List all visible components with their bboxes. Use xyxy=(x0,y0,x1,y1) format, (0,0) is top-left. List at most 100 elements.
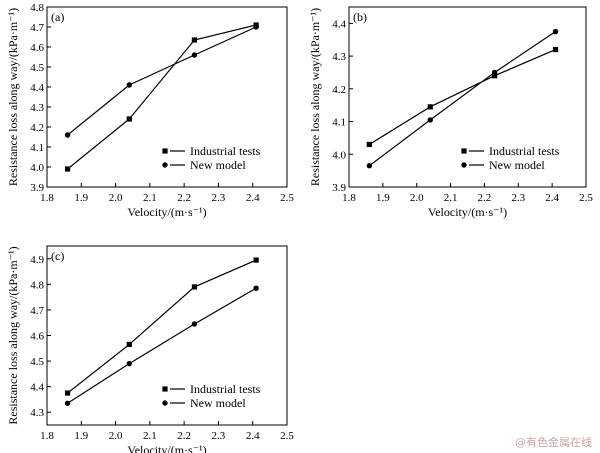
chart-3-x-tick-label: 2.1 xyxy=(143,430,157,442)
chart-3: 1.8 1.9 2.0 2.1 2.2 2.3 2.4 2.5 4.3 4.4 4.5 4.6 4.7 4… xyxy=(6,245,294,453)
chart-1-x-tick-label: 2.2 xyxy=(177,192,191,204)
chart-2-x-tick-label: 2.3 xyxy=(511,192,525,204)
chart-1-legend-label-1: Industrial tests xyxy=(190,144,261,158)
chart-3-plot-frame xyxy=(46,245,288,426)
chart-3-y-tick-label: 4.5 xyxy=(30,356,44,368)
chart-1-y-tick-label: 4.8 xyxy=(30,2,44,14)
chart-2-x-tick-label: 1.8 xyxy=(342,192,356,204)
chart-3-x-tick-label: 2.3 xyxy=(212,430,226,442)
chart-1-legend-marker-2 xyxy=(162,162,168,168)
chart-1-series-1-point xyxy=(64,166,71,172)
chart-2-panel-label: (b) xyxy=(353,10,367,24)
chart-1-x-tick-label: 1.8 xyxy=(40,192,54,204)
chart-3-legend-label-1: Industrial tests xyxy=(190,382,261,396)
chart-2-x-tick-label: 2.4 xyxy=(545,192,559,204)
chart-3-series-2-point xyxy=(126,360,132,367)
chart-1-y-tick-label: 4.5 xyxy=(30,62,44,74)
chart-2-y-tick-label: 4.0 xyxy=(332,149,346,161)
chart-1-panel-label: (a) xyxy=(51,10,64,24)
chart-1-x-tick-label: 2.4 xyxy=(246,192,260,204)
chart-2-y-tick-label: 4.2 xyxy=(332,84,346,96)
chart-1-legend-marker-1 xyxy=(162,148,168,154)
chart-1-series-1-point xyxy=(126,116,132,122)
chart-2-series-1-point xyxy=(427,104,433,110)
chart-2-y-tick-label: 4.4 xyxy=(332,18,346,30)
chart-2-legend-marker-2 xyxy=(461,162,467,168)
chart-1-series-2-point xyxy=(126,82,132,88)
chart-3-legend-marker-1 xyxy=(162,386,168,392)
watermark: @有色金属在线 xyxy=(515,435,592,449)
chart-1-series-1-line xyxy=(67,24,257,170)
chart-1-y-tick-label: 4.7 xyxy=(30,22,44,34)
chart-3-x-tick-label: 2.5 xyxy=(280,430,294,442)
chart-2-legend-label-1: Industrial tests xyxy=(489,144,560,158)
chart-3-x-tick-label: 2.0 xyxy=(109,430,123,442)
chart-1-x-axis-label: Velocity/(m·s⁻¹) xyxy=(127,205,206,219)
chart-3-x-tick-label: 2.2 xyxy=(177,430,191,442)
chart-1-x-tick-label: 2.1 xyxy=(143,192,157,204)
chart-1: 1.8 1.9 2.0 2.1 2.2 2.3 2.4 2.5 3.9 4.0 4.1 4.2 4.3 4… xyxy=(6,2,294,219)
chart-2-series-2-line xyxy=(368,31,556,167)
chart-3-x-tick-label: 1.9 xyxy=(74,430,88,442)
chart-2-x-tick-label: 2.2 xyxy=(478,192,492,204)
chart-2-x-axis-label: Velocity/(m·s⁻¹) xyxy=(428,205,507,219)
chart-2-series-1-line xyxy=(368,48,556,145)
chart-3-x-tick-label: 2.4 xyxy=(246,430,260,442)
chart-1-y-axis-label: Resistance loss along way/(kPa·m⁻¹) xyxy=(6,8,20,186)
chart-3-y-tick-label: 4.9 xyxy=(30,254,44,266)
chart-3-y-axis-label: Resistance loss along way/(kPa·m⁻¹) xyxy=(6,246,20,424)
chart-2-series-2-point xyxy=(491,69,498,76)
chart-1-y-tick-label: 3.9 xyxy=(30,182,44,194)
chart-2-series-2-point xyxy=(366,163,373,169)
chart-3-panel-label: (c) xyxy=(51,249,64,263)
chart-3-series-1-point xyxy=(64,390,71,396)
chart-2-y-tick-label: 3.9 xyxy=(332,182,346,194)
chart-3-series-1-point xyxy=(126,341,132,348)
chart-2-legend-marker-1 xyxy=(461,148,467,154)
chart-3-y-tick-label: 4.3 xyxy=(30,407,44,419)
chart-1-y-tick-label: 4.1 xyxy=(30,142,44,154)
chart-3-legend-label-2: New model xyxy=(190,396,246,410)
chart-2-y-tick-label: 4.3 xyxy=(332,51,346,63)
chart-2-x-tick-label: 1.9 xyxy=(376,192,390,204)
chart-2-series-1-point xyxy=(366,141,372,148)
chart-1-x-tick-label: 2.0 xyxy=(109,192,123,204)
chart-3-series-2-point xyxy=(191,321,198,327)
chart-2-series-1-point xyxy=(491,73,498,79)
chart-1-series-2-point xyxy=(253,24,259,30)
chart-2-series-2-point xyxy=(427,117,433,123)
chart-2-x-tick-label: 2.0 xyxy=(410,192,424,204)
chart-1-y-tick-label: 4.4 xyxy=(30,82,44,94)
chart-2-y-tick-label: 4.1 xyxy=(332,117,346,129)
chart-3-series-1-point xyxy=(253,257,259,263)
chart-1-y-tick-label: 4.2 xyxy=(30,122,44,134)
chart-3-series-2-line xyxy=(67,287,257,404)
chart-1-series-1-point xyxy=(191,37,198,43)
chart-2-x-tick-label: 2.5 xyxy=(579,192,593,204)
chart-1-plot-frame xyxy=(46,6,288,188)
chart-3-series-1-point xyxy=(191,284,198,290)
chart-1-series-2-point xyxy=(191,52,198,58)
chart-2-plot-frame xyxy=(348,6,587,188)
chart-3-series-2-point xyxy=(253,285,259,291)
chart-3-x-axis-label: Velocity/(m·s⁻¹) xyxy=(127,443,206,453)
chart-3-x-tick-label: 1.8 xyxy=(40,430,54,442)
chart-3-series-2-point xyxy=(64,400,71,406)
chart-1-legend-label-2: New model xyxy=(190,158,246,172)
chart-3-y-tick-label: 4.4 xyxy=(30,382,44,394)
chart-2-legend-label-2: New model xyxy=(489,158,545,172)
chart-3-legend-marker-2 xyxy=(162,400,168,406)
chart-1-y-tick-label: 4.6 xyxy=(30,42,44,54)
chart-3-y-tick-label: 4.6 xyxy=(30,331,44,343)
chart-1-series-2-line xyxy=(67,26,257,136)
chart-2-y-axis-label: Resistance loss along way/(kPa·m⁻¹) xyxy=(308,8,322,186)
chart-1-series-2-point xyxy=(64,132,71,138)
chart-1-x-tick-label: 2.5 xyxy=(280,192,294,204)
chart-1-y-tick-label: 4.0 xyxy=(30,162,44,174)
chart-2-series-1-point xyxy=(552,46,559,53)
chart-3-series-1-line xyxy=(67,259,257,394)
